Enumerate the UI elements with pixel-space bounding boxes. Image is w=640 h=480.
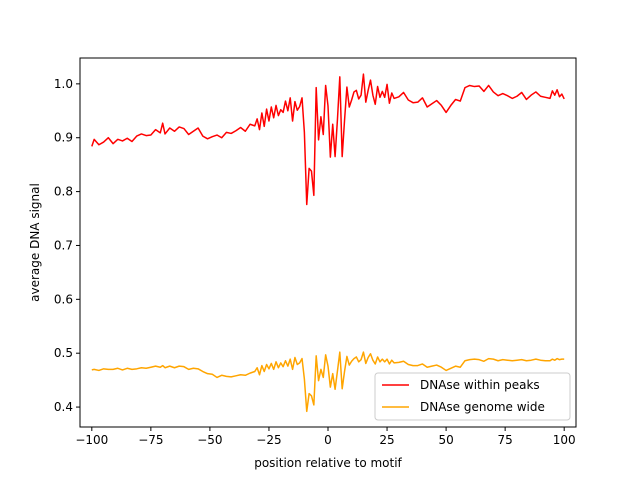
- legend-box: [374, 372, 571, 421]
- y-axis-label: average DNA signal: [28, 183, 42, 302]
- series-layer: [91, 73, 565, 413]
- x-tick-label: −100: [75, 433, 108, 447]
- y-tick-label: 0.8: [54, 185, 73, 199]
- series-line-within-peaks: [91, 73, 565, 206]
- legend-label: DNAse genome wide: [420, 400, 545, 414]
- x-axis: −100 −75 −50 −25 0 25 50 75 100: [75, 427, 576, 447]
- x-tick-label: −75: [138, 433, 163, 447]
- legend-label: DNAse within peaks: [420, 378, 540, 392]
- x-tick-label: 50: [438, 433, 453, 447]
- y-tick-label: 0.9: [54, 131, 73, 145]
- x-tick-label: −50: [197, 433, 222, 447]
- x-tick-label: −25: [256, 433, 281, 447]
- series-line-genome-wide: [91, 351, 565, 413]
- y-axis: 0.4 0.5 0.6 0.7 0.8 0.9 1.0: [54, 77, 80, 414]
- x-tick-label: 25: [379, 433, 394, 447]
- y-tick-label: 1.0: [54, 77, 73, 91]
- x-axis-label: position relative to motif: [254, 456, 402, 470]
- x-tick-label: 75: [498, 433, 513, 447]
- y-tick-label: 0.5: [54, 346, 73, 360]
- x-tick-label: 0: [324, 433, 332, 447]
- y-tick-label: 0.4: [54, 400, 73, 414]
- y-tick-label: 0.7: [54, 238, 73, 252]
- x-tick-label: 100: [553, 433, 576, 447]
- legend: DNAse within peaks DNAse genome wide: [374, 372, 571, 421]
- y-tick-label: 0.6: [54, 292, 73, 306]
